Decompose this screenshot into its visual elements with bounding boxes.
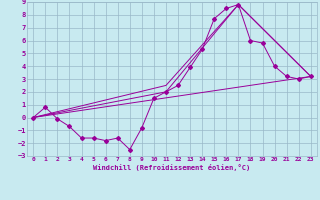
X-axis label: Windchill (Refroidissement éolien,°C): Windchill (Refroidissement éolien,°C) (93, 164, 251, 171)
